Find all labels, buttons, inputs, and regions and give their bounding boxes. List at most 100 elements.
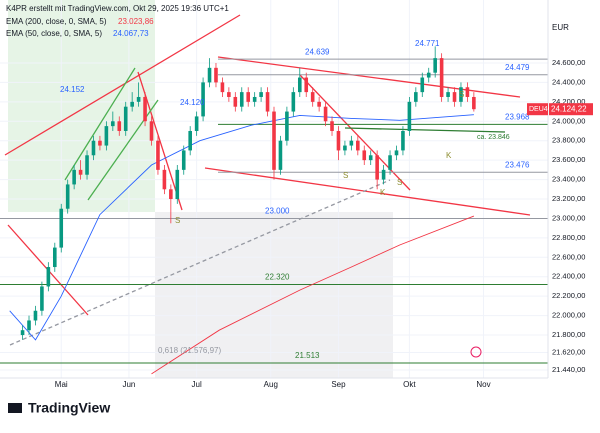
candle-body <box>78 169 83 175</box>
x-tick-label: Jul <box>192 380 202 389</box>
marker: S <box>397 178 402 187</box>
candle-body <box>169 189 173 200</box>
level-label: 22.320 <box>265 273 290 282</box>
candle-body <box>304 77 309 93</box>
x-tick-label: Okt <box>403 380 416 389</box>
event-icon[interactable] <box>470 346 482 358</box>
annotation: 24.152 <box>60 85 85 94</box>
candle-body <box>201 82 205 117</box>
candle-body <box>65 184 70 209</box>
y-tick-label: 23.200,00 <box>552 194 585 203</box>
y-tick-label: 24.600,00 <box>552 58 585 67</box>
marker: S <box>343 171 348 180</box>
level-label: 24.479 <box>505 63 530 72</box>
candle-body <box>117 121 122 131</box>
candle-body <box>149 121 154 141</box>
candle-body <box>104 126 109 146</box>
annotation: 0,618 (21.576,97) <box>158 346 221 355</box>
y-tick-label: 23.000,00 <box>552 213 585 222</box>
candle-body <box>53 247 57 268</box>
candle-body <box>259 92 263 97</box>
price-label: 24.124,22 <box>551 104 587 113</box>
y-tick-label: 22.000,00 <box>552 311 585 320</box>
y-tick-label: 22.800,00 <box>552 233 585 242</box>
y-tick-label: 22.200,00 <box>552 291 585 300</box>
annotation: ca. 23.846 <box>477 134 510 141</box>
candle-body <box>40 286 44 311</box>
marker: K <box>380 188 386 197</box>
candle-body <box>368 155 373 161</box>
candle-body <box>330 121 334 131</box>
x-tick-label: Mai <box>55 380 68 389</box>
candle-body <box>46 267 51 287</box>
candle-body <box>323 106 328 122</box>
candle-body <box>72 169 76 185</box>
candle-body <box>285 111 289 141</box>
marker: K <box>446 151 452 160</box>
ema-line <box>151 215 475 375</box>
candle-body <box>175 169 180 200</box>
header: K4PR erstellt mit TradingView.com, Okt 2… <box>6 4 229 13</box>
candle-body <box>278 140 283 170</box>
candle-body <box>156 140 160 170</box>
candle-body <box>239 92 244 107</box>
candle-body <box>207 67 212 83</box>
candle-body <box>59 208 64 248</box>
zone <box>155 212 393 378</box>
candle-body <box>375 155 379 180</box>
candle-body <box>420 77 425 93</box>
candle-body <box>401 130 405 151</box>
logo <box>8 403 22 413</box>
candle-body <box>123 106 128 131</box>
candle-body <box>349 140 354 146</box>
legend-value: 23.023,86 <box>118 17 154 26</box>
candle-body <box>336 130 341 151</box>
candle-body <box>439 58 444 97</box>
candle-body <box>220 82 225 93</box>
candle-body <box>407 101 412 131</box>
marker: S <box>459 90 464 99</box>
legend-value: 24.067,73 <box>113 29 149 38</box>
candle-body <box>394 150 399 156</box>
candle-body <box>20 330 25 336</box>
candle-body <box>433 58 437 73</box>
candle-body <box>33 310 38 321</box>
candle-body <box>85 155 89 175</box>
candle-body <box>272 111 276 170</box>
candle-body <box>452 92 457 102</box>
candle-body <box>188 130 192 151</box>
y-tick-label: 23.800,00 <box>552 136 585 145</box>
candle-body <box>317 101 321 107</box>
candle-body <box>446 92 450 97</box>
x-tick-label: Sep <box>331 380 346 389</box>
candle-body <box>356 140 360 151</box>
marker: S <box>175 216 180 225</box>
candle-body <box>162 169 167 190</box>
y-tick-label: 22.400,00 <box>552 272 585 281</box>
symbol: DEU40 <box>529 106 552 113</box>
y-tick-label: 21.800,00 <box>552 330 585 339</box>
candle-body <box>381 169 386 180</box>
y-tick-label: 21.620,00 <box>552 348 585 357</box>
candle-body <box>181 150 186 170</box>
candle-body <box>27 320 31 331</box>
price-box <box>549 103 593 116</box>
candle-body <box>426 72 431 78</box>
candle-body <box>98 140 102 146</box>
level-label: 23.476 <box>505 160 530 169</box>
candle-body <box>246 92 251 102</box>
candle-body <box>233 96 238 107</box>
level-label: 21.513 <box>295 351 320 360</box>
candle-body <box>414 92 418 102</box>
level-label: 23.000 <box>265 207 290 216</box>
y-tick-label: 23.400,00 <box>552 175 585 184</box>
candle-body <box>362 150 367 161</box>
candle-body <box>91 140 96 156</box>
candle-body <box>291 92 296 112</box>
y-tick-label: 23.600,00 <box>552 155 585 164</box>
annotation: 24.120 <box>180 98 205 107</box>
brand: TradingView <box>28 400 110 416</box>
candle-body <box>343 145 347 151</box>
y-tick-label: 22.600,00 <box>552 252 585 261</box>
